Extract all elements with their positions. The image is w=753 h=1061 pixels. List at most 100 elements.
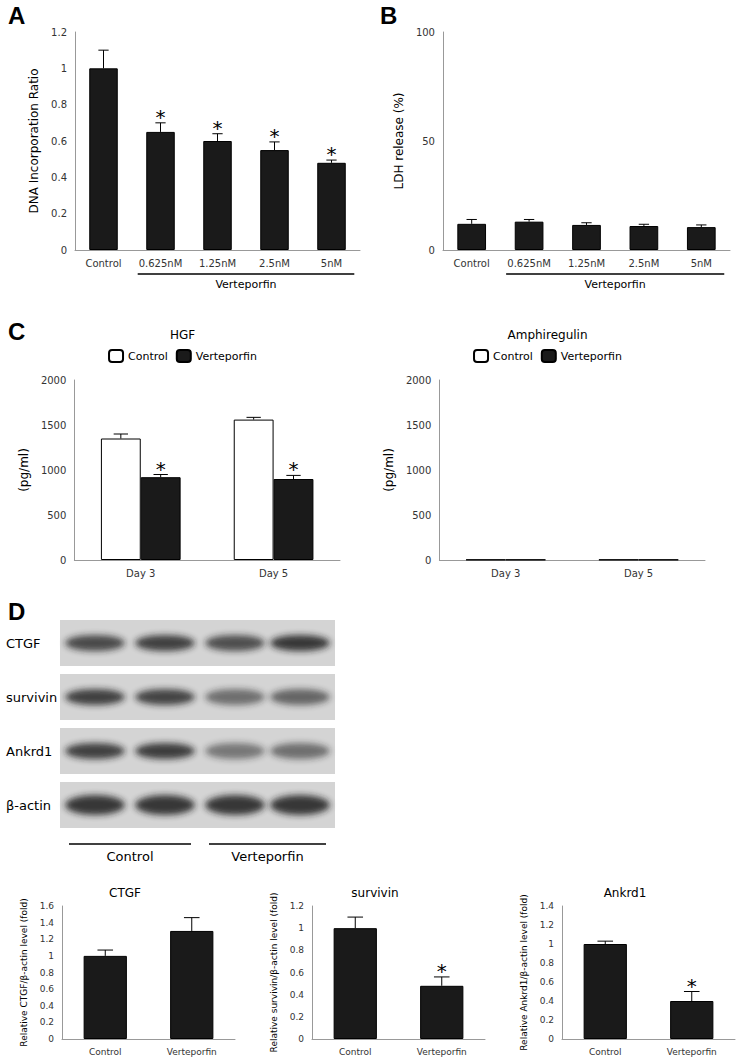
svg-text:0: 0 [429, 245, 435, 256]
svg-text:*: * [156, 105, 166, 129]
svg-text:(pg/ml): (pg/ml) [382, 448, 396, 492]
svg-text:2.5nM: 2.5nM [259, 258, 290, 269]
html-text:A: A [8, 2, 26, 29]
svg-text:1000: 1000 [406, 465, 431, 476]
svg-text:1: 1 [298, 923, 304, 933]
svg-text:0.4: 0.4 [40, 1001, 55, 1011]
svg-text:0.625nM: 0.625nM [507, 258, 551, 269]
svg-text:Verteporfin: Verteporfin [667, 1047, 717, 1057]
svg-text:0.2: 0.2 [540, 1015, 554, 1025]
svg-text:*: * [213, 116, 223, 140]
svg-text:CTGF: CTGF [6, 636, 41, 651]
svg-text:Verteporfin: Verteporfin [196, 350, 257, 363]
html-text:B: B [380, 2, 398, 29]
svg-text:0: 0 [298, 1034, 304, 1044]
svg-text:Control: Control [107, 849, 154, 864]
svg-text:1.4: 1.4 [40, 918, 55, 928]
svg-text:0.625nM: 0.625nM [139, 258, 183, 269]
svg-text:survivin: survivin [6, 690, 57, 705]
svg-text:*: * [687, 974, 697, 998]
svg-text:0: 0 [548, 1034, 554, 1044]
svg-text:0.6: 0.6 [40, 984, 55, 994]
svg-text:Ankrd1: Ankrd1 [604, 886, 647, 900]
html-text:D: D [8, 598, 26, 625]
svg-text:0: 0 [60, 555, 66, 566]
svg-text:Control: Control [589, 1047, 622, 1057]
svg-text:Day 3: Day 3 [491, 568, 520, 579]
svg-text:Control: Control [89, 1047, 122, 1057]
svg-text:Verteporfin: Verteporfin [167, 1047, 217, 1057]
svg-text:Relative Ankrd1/β-actin level: Relative Ankrd1/β-actin level (fold) [519, 894, 529, 1050]
svg-text:HGF: HGF [170, 328, 195, 342]
svg-text:50: 50 [422, 136, 435, 147]
svg-text:0: 0 [61, 245, 67, 256]
svg-text:100: 100 [416, 27, 435, 38]
svg-text:Day 5: Day 5 [624, 568, 653, 579]
svg-text:0.6: 0.6 [51, 136, 67, 147]
svg-text:CTGF: CTGF [109, 886, 141, 900]
svg-text:1.4: 1.4 [540, 901, 555, 911]
svg-text:1: 1 [61, 63, 67, 74]
svg-text:0: 0 [48, 1034, 54, 1044]
svg-text:1.2: 1.2 [290, 901, 304, 911]
svg-text:*: * [289, 457, 299, 481]
svg-text:(pg/ml): (pg/ml) [17, 448, 31, 492]
svg-text:Control: Control [454, 258, 490, 269]
svg-text:2.5nM: 2.5nM [628, 258, 659, 269]
svg-text:1: 1 [48, 951, 54, 961]
svg-text:*: * [156, 457, 166, 481]
svg-text:0.8: 0.8 [290, 945, 305, 955]
svg-text:1500: 1500 [41, 420, 66, 431]
svg-text:*: * [270, 124, 280, 148]
svg-text:Amphiregulin: Amphiregulin [507, 328, 587, 342]
svg-text:1.2: 1.2 [51, 27, 67, 38]
svg-text:0.8: 0.8 [40, 968, 55, 978]
svg-text:0.4: 0.4 [290, 990, 305, 1000]
svg-text:5nM: 5nM [691, 258, 712, 269]
svg-text:Relative CTGF/β-actin level (f: Relative CTGF/β-actin level (fold) [19, 898, 29, 1046]
svg-text:1.25nM: 1.25nM [199, 258, 236, 269]
svg-text:0: 0 [425, 555, 431, 566]
svg-text:Verteporfin: Verteporfin [215, 278, 276, 291]
svg-text:1.25nM: 1.25nM [568, 258, 605, 269]
svg-text:Verteporfin: Verteporfin [417, 1047, 467, 1057]
svg-text:Control: Control [493, 350, 533, 363]
svg-text:0.8: 0.8 [540, 958, 555, 968]
svg-text:*: * [327, 142, 337, 166]
svg-text:0.2: 0.2 [290, 1012, 304, 1022]
svg-text:1.2: 1.2 [40, 934, 54, 944]
svg-text:survivin: survivin [351, 886, 398, 900]
svg-text:1.2: 1.2 [540, 920, 554, 930]
svg-text:2000: 2000 [41, 375, 66, 386]
svg-text:500: 500 [412, 510, 431, 521]
svg-text:Day 5: Day 5 [259, 568, 288, 579]
svg-text:1000: 1000 [41, 465, 66, 476]
svg-text:Control: Control [85, 258, 121, 269]
svg-text:2000: 2000 [406, 375, 431, 386]
svg-text:Verteporfin: Verteporfin [585, 278, 646, 291]
svg-text:0.4: 0.4 [51, 172, 67, 183]
svg-text:Day 3: Day 3 [126, 568, 155, 579]
svg-text:Verteporfin: Verteporfin [561, 350, 622, 363]
svg-text:Verteporfin: Verteporfin [231, 849, 303, 864]
svg-text:*: * [437, 959, 447, 983]
svg-text:0.6: 0.6 [540, 977, 555, 987]
svg-text:Control: Control [128, 350, 168, 363]
svg-text:β-actin: β-actin [6, 798, 51, 813]
svg-text:5nM: 5nM [321, 258, 342, 269]
svg-text:0.8: 0.8 [51, 99, 67, 110]
svg-text:500: 500 [47, 510, 66, 521]
svg-text:DNA Incorporation Ratio: DNA Incorporation Ratio [27, 68, 41, 213]
svg-text:0.4: 0.4 [540, 996, 555, 1006]
svg-text:1.6: 1.6 [40, 901, 55, 911]
svg-text:Control: Control [339, 1047, 372, 1057]
svg-text:0.6: 0.6 [290, 968, 305, 978]
svg-text:0.2: 0.2 [51, 208, 67, 219]
svg-text:Relative survivin/β-actin leve: Relative survivin/β-actin level (fold) [269, 893, 279, 1053]
svg-text:Ankrd1: Ankrd1 [6, 744, 52, 759]
svg-text:0.2: 0.2 [40, 1017, 54, 1027]
svg-text:LDH release (%): LDH release (%) [392, 92, 406, 189]
svg-text:1500: 1500 [406, 420, 431, 431]
html-text:C: C [8, 318, 26, 345]
svg-text:1: 1 [548, 939, 554, 949]
